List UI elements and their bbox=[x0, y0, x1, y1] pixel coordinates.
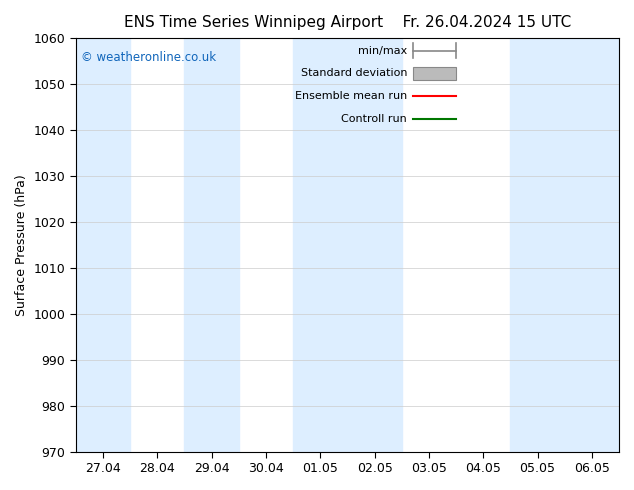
Text: Standard deviation: Standard deviation bbox=[301, 68, 407, 78]
Text: © weatheronline.co.uk: © weatheronline.co.uk bbox=[81, 50, 216, 64]
Bar bbox=[76, 38, 130, 452]
Bar bbox=[293, 38, 402, 452]
Text: min/max: min/max bbox=[358, 46, 407, 55]
Bar bbox=[184, 38, 239, 452]
Bar bbox=[510, 38, 619, 452]
Text: Ensemble mean run: Ensemble mean run bbox=[295, 91, 407, 101]
Title: ENS Time Series Winnipeg Airport    Fr. 26.04.2024 15 UTC: ENS Time Series Winnipeg Airport Fr. 26.… bbox=[124, 15, 571, 30]
Y-axis label: Surface Pressure (hPa): Surface Pressure (hPa) bbox=[15, 174, 28, 316]
Bar bbox=[413, 67, 456, 80]
Text: Controll run: Controll run bbox=[342, 114, 407, 124]
